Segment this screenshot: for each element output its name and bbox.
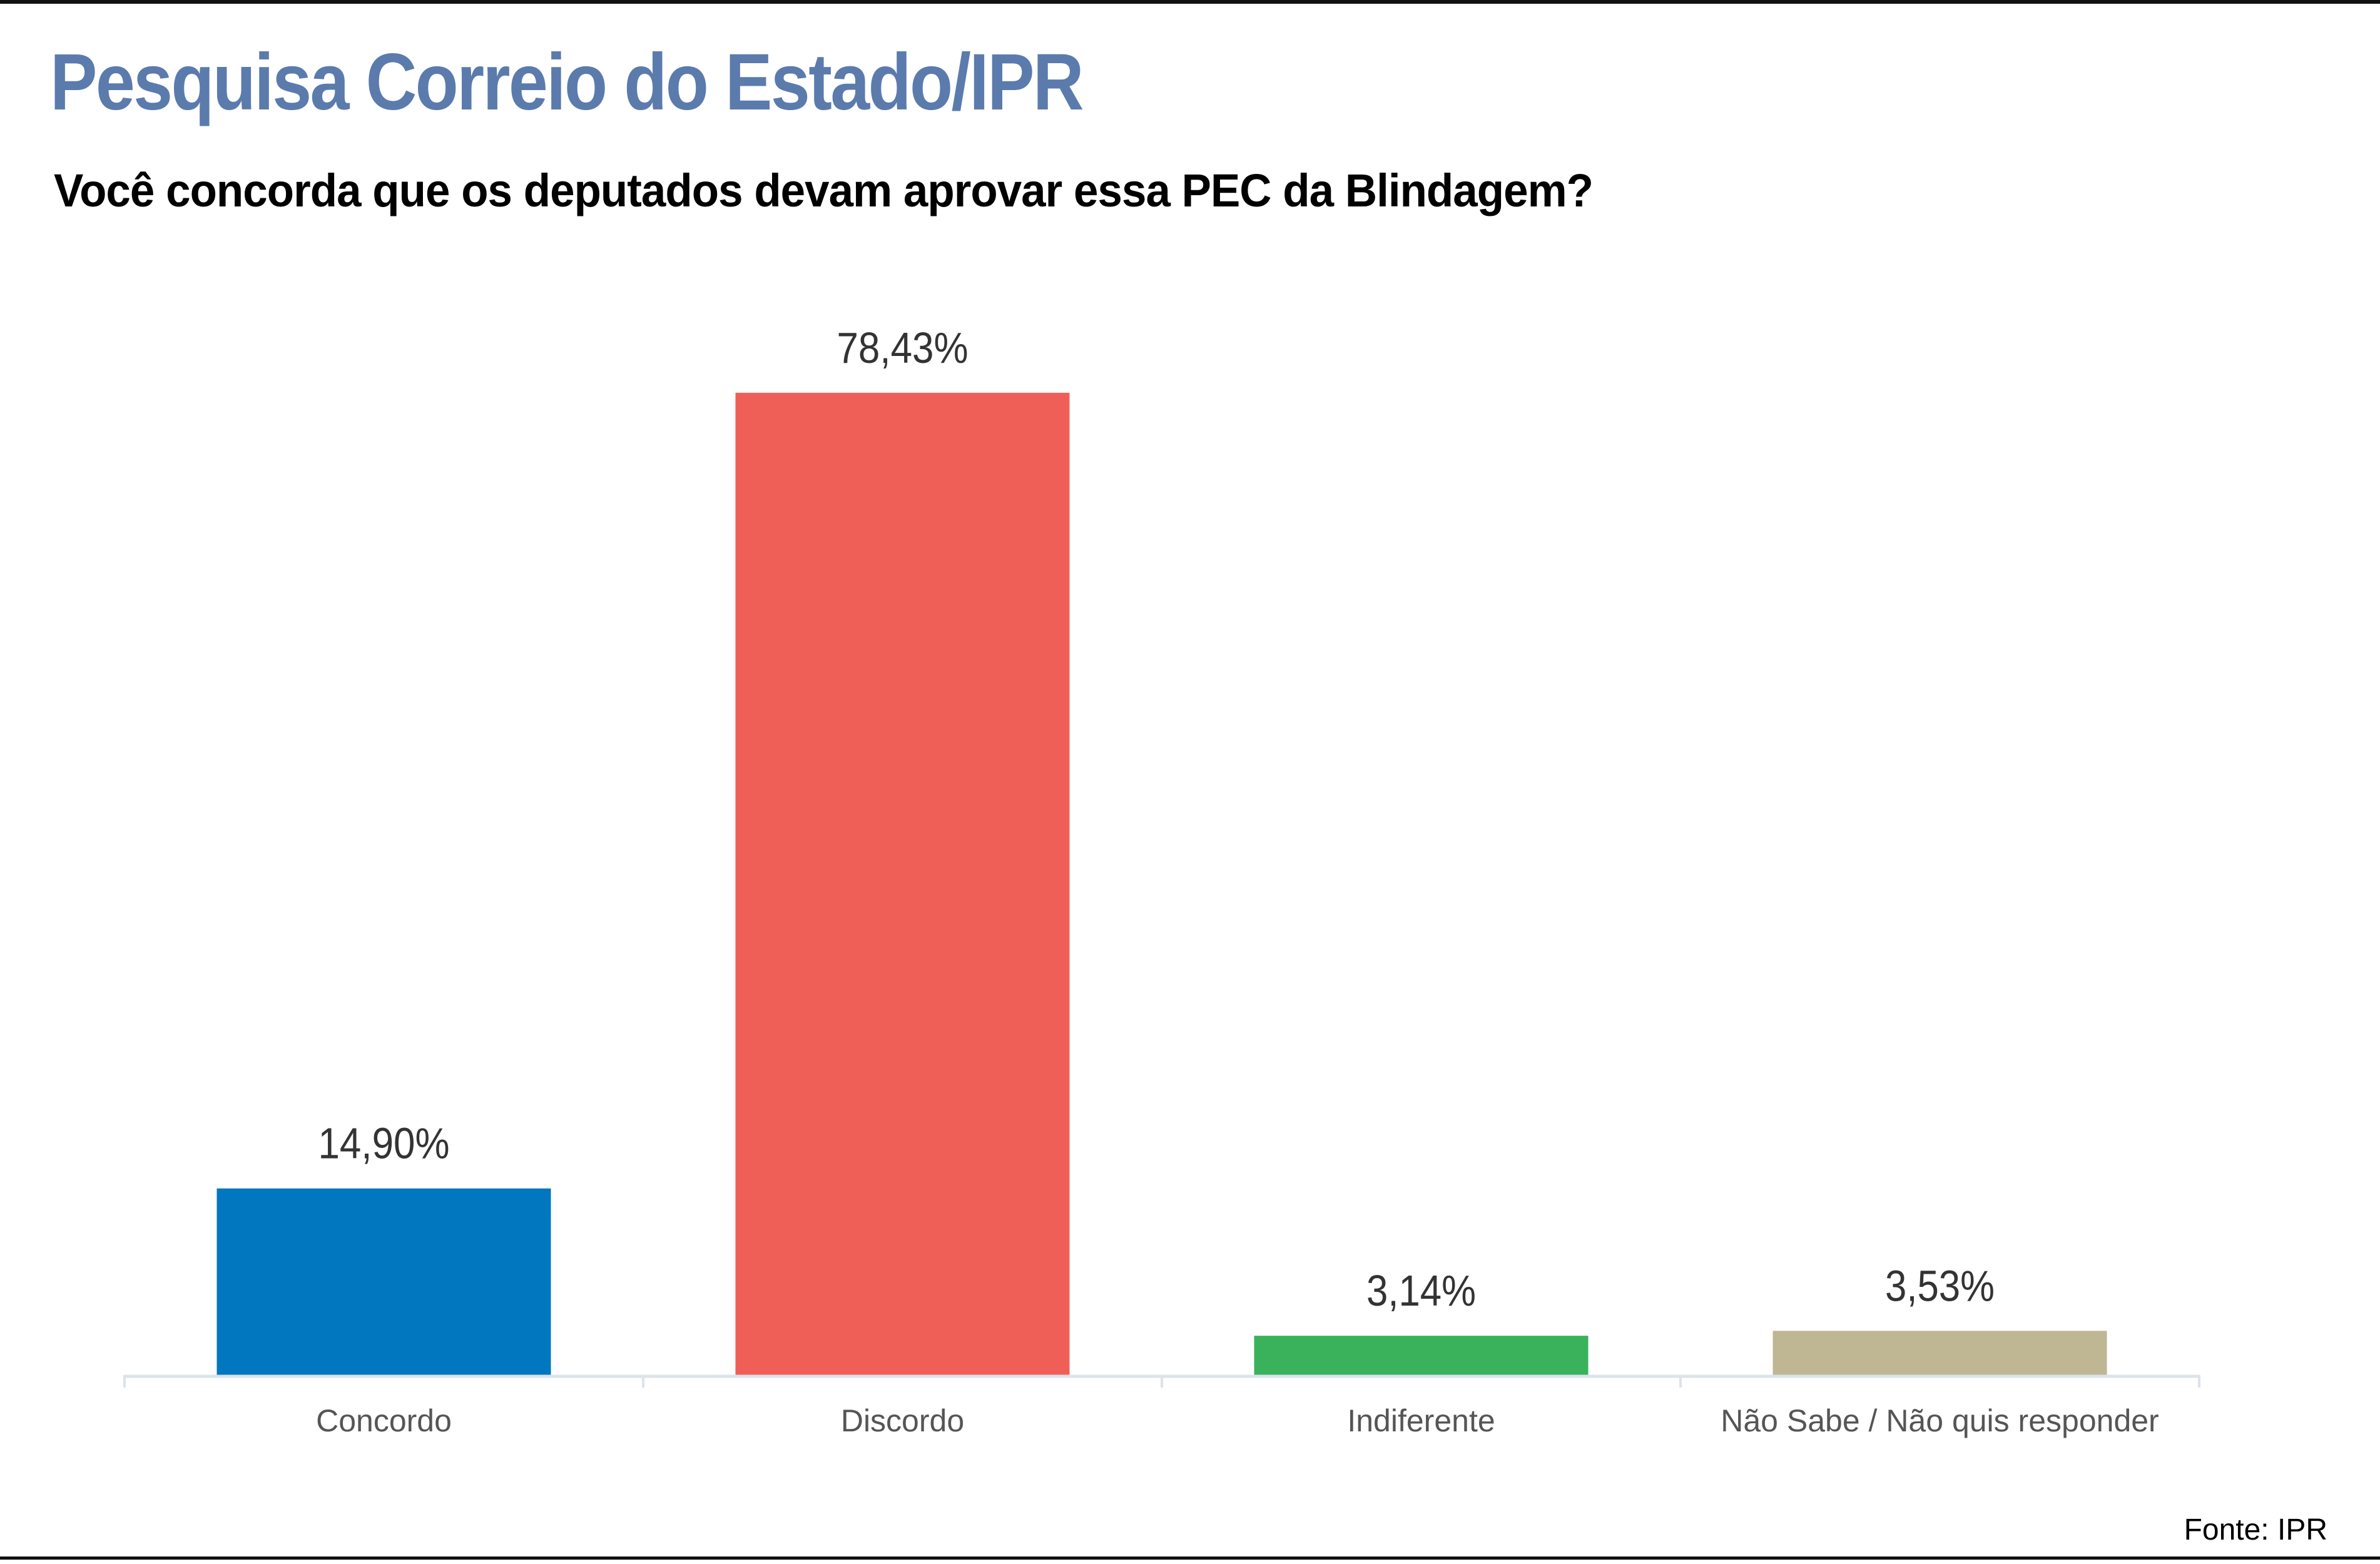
data-label: 78,43% — [837, 323, 969, 372]
category-label: Não Sabe / Não quis responder — [1721, 1403, 2159, 1438]
chart-title: Pesquisa Correio do Estado/IPR — [50, 38, 1084, 127]
bottom-rule — [0, 1556, 2380, 1560]
category-label: Concordo — [316, 1403, 452, 1438]
bar-3 — [1254, 1336, 1589, 1375]
data-label: 3,14% — [1366, 1266, 1476, 1315]
chart-subtitle: Você concorda que os deputados devam apr… — [54, 165, 1594, 216]
bar-1 — [216, 1188, 551, 1375]
bar-2 — [735, 392, 1070, 1375]
top-rule — [0, 0, 2380, 4]
category-label: Indiferente — [1347, 1403, 1495, 1438]
bar-4 — [1772, 1331, 2107, 1375]
data-label: 3,53% — [1885, 1261, 1995, 1310]
source-note: Fonte: IPR — [2184, 1513, 2327, 1546]
category-label: Discordo — [841, 1403, 964, 1438]
data-label: 14,90% — [318, 1119, 450, 1168]
